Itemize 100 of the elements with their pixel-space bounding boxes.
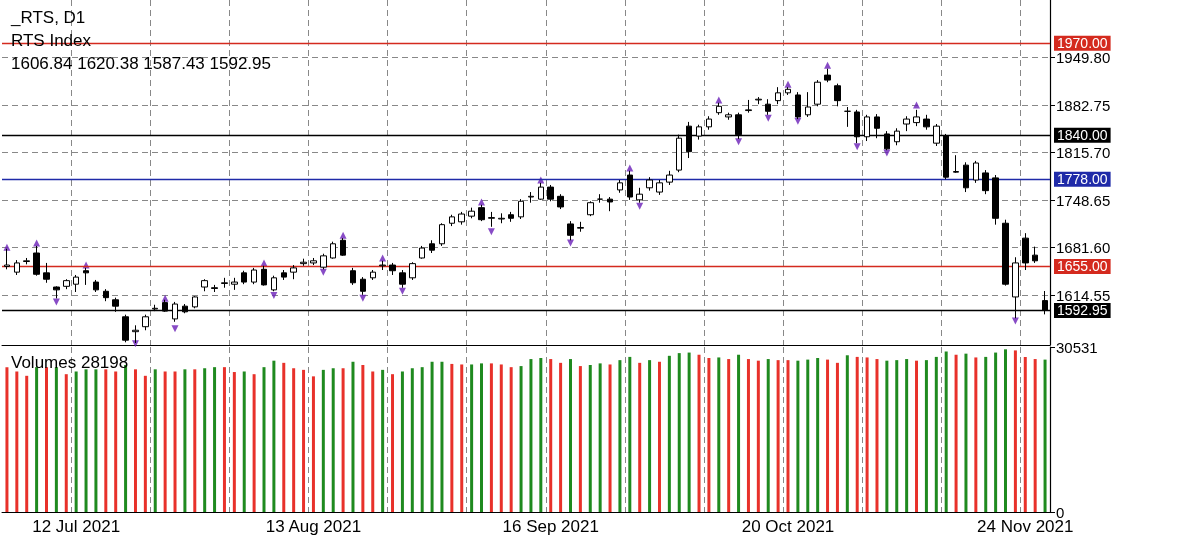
ref-line-label: 1592.95 — [1057, 302, 1108, 319]
bar — [94, 369, 98, 512]
bar — [905, 359, 909, 512]
candlestick — [953, 154, 959, 174]
bar — [756, 360, 760, 512]
candlestick — [587, 200, 594, 217]
y-tick-label: 1815.70 — [1056, 144, 1111, 162]
bar — [153, 369, 157, 512]
candlestick — [330, 241, 336, 260]
chart-title: Volumes 28198 — [11, 353, 129, 372]
candlestick — [409, 261, 416, 281]
candlestick — [923, 114, 930, 131]
candlestick — [577, 221, 584, 233]
bar — [746, 359, 750, 512]
candlestick — [666, 170, 673, 186]
bar — [519, 366, 523, 512]
bar — [776, 360, 780, 512]
candlestick — [201, 278, 208, 292]
bar — [173, 371, 177, 512]
bar — [203, 368, 207, 512]
candlestick — [63, 278, 70, 290]
bar — [331, 368, 335, 512]
candlestick — [300, 258, 307, 267]
ref-line-label: 1840.00 — [1057, 127, 1108, 144]
bar — [608, 364, 612, 512]
bar — [311, 376, 315, 512]
candlestick — [43, 262, 50, 284]
bar — [934, 356, 938, 512]
bar — [430, 361, 434, 512]
bar — [371, 371, 375, 512]
candlestick — [93, 279, 99, 293]
candlestick — [488, 211, 495, 228]
x-tick-label: 12 Jul 2021 — [32, 517, 121, 536]
bar — [381, 369, 385, 512]
candlestick — [142, 314, 149, 331]
bar — [183, 369, 187, 512]
candlestick — [350, 267, 356, 286]
bar — [410, 368, 414, 512]
bar — [391, 374, 395, 512]
candlestick — [528, 191, 534, 204]
x-tick-label: 16 Sep 2021 — [502, 517, 599, 536]
bar — [232, 372, 236, 512]
bar — [499, 364, 503, 512]
bar — [15, 371, 19, 512]
bar — [262, 367, 266, 512]
bar — [302, 369, 306, 512]
bar — [242, 371, 246, 512]
bar — [855, 356, 859, 512]
candlestick — [518, 198, 524, 220]
bar — [638, 362, 642, 512]
point — [784, 80, 792, 88]
bar — [895, 360, 899, 512]
bar — [84, 369, 88, 512]
candlestick — [449, 214, 455, 227]
y-tick-label: 1882.75 — [1056, 96, 1111, 114]
bar — [707, 357, 711, 512]
bar — [163, 371, 167, 512]
bar — [450, 363, 454, 512]
point — [359, 294, 367, 302]
candlestick — [221, 277, 228, 289]
bar — [460, 364, 464, 512]
candlestick — [468, 207, 475, 219]
point — [339, 231, 347, 239]
bar — [835, 362, 839, 512]
bar — [272, 360, 276, 512]
point — [566, 239, 574, 247]
bar — [826, 359, 830, 512]
bar — [480, 363, 484, 512]
candlestick — [1022, 232, 1029, 271]
candlestick — [1002, 219, 1009, 287]
bar — [994, 352, 998, 512]
annotation: 1606.84 1620.38 1587.43 1592.95 — [11, 54, 271, 73]
bar — [974, 357, 978, 512]
bar — [667, 355, 671, 512]
ref-line-label: 1778.00 — [1057, 171, 1108, 188]
bar — [361, 365, 365, 512]
bar — [282, 362, 286, 512]
candlestick — [419, 245, 425, 260]
candlestick — [755, 96, 762, 105]
bar — [737, 354, 741, 512]
bar — [1023, 356, 1027, 512]
candlestick — [290, 264, 297, 280]
candlestick — [597, 193, 603, 204]
candlestick — [103, 288, 109, 302]
candlestick — [725, 112, 732, 121]
bar — [341, 368, 345, 512]
candlestick — [745, 99, 752, 114]
bar — [321, 369, 325, 512]
candlestick — [498, 212, 505, 224]
bar — [727, 359, 731, 512]
bar — [559, 362, 563, 512]
y-tick-label: 1748.65 — [1056, 191, 1111, 209]
ref-line-label: 1655.00 — [1057, 258, 1108, 275]
point — [853, 143, 861, 151]
candlestick — [439, 222, 445, 247]
bar — [845, 355, 849, 512]
candlestick — [370, 269, 376, 281]
bar — [222, 367, 226, 512]
candlestick — [814, 79, 821, 107]
bar — [509, 367, 513, 512]
